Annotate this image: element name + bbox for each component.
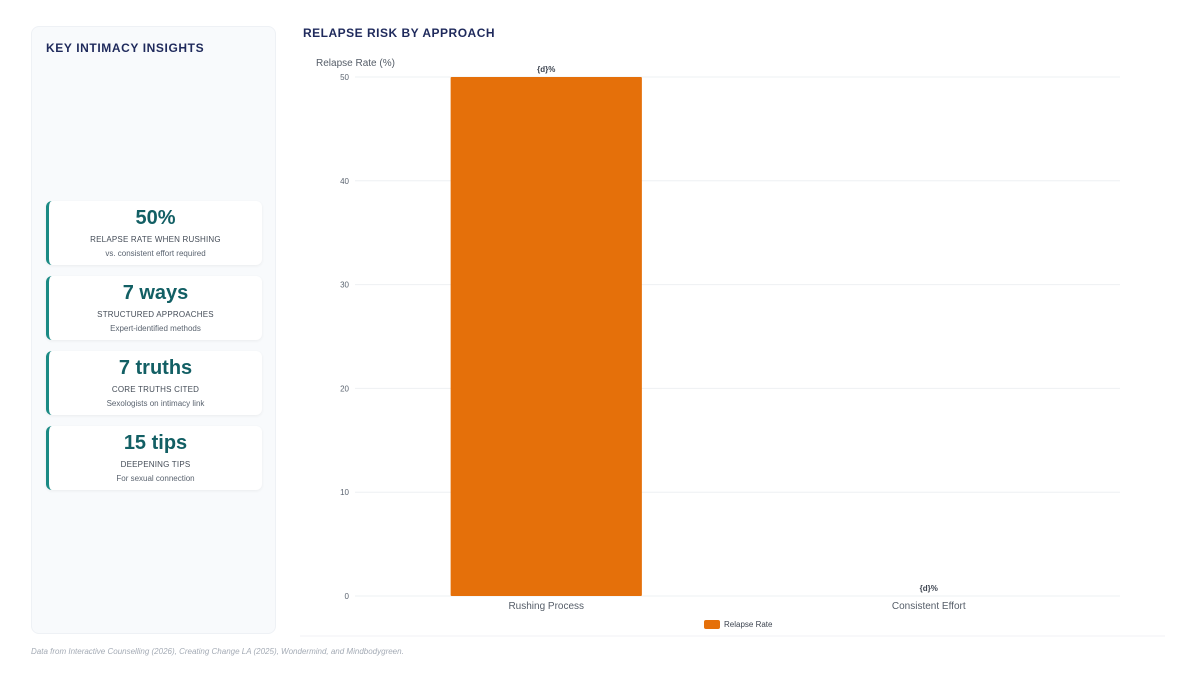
sidebar-title: KEY INTIMACY INSIGHTS [46,41,205,55]
insights-sidebar: KEY INTIMACY INSIGHTS 50% RELAPSE RATE W… [31,26,276,634]
y-tick-label: 0 [345,592,350,601]
stat-card-relapse: 50% RELAPSE RATE WHEN RUSHING vs. consis… [46,201,262,265]
bar-data-label: {d}% [920,584,938,593]
stat-label: RELAPSE RATE WHEN RUSHING [90,235,221,244]
stat-value: 7 ways [122,282,189,304]
stat-sub: Sexologists on intimacy link [106,399,205,408]
stat-value: 7 truths [118,357,193,379]
x-tick-label: Consistent Effort [892,601,966,612]
y-axis-label: Relapse Rate (%) [316,58,395,69]
legend-label: Relapse Rate [724,620,773,629]
y-tick-label: 20 [340,384,349,393]
stat-sub: Expert-identified methods [110,324,201,333]
stat-card-approaches: 7 ways STRUCTURED APPROACHES Expert-iden… [46,276,262,340]
stat-card-tips: 15 tips DEEPENING TIPS For sexual connec… [46,426,262,490]
stat-value: 50% [135,207,176,229]
stat-label: DEEPENING TIPS [120,460,191,469]
stat-value: 15 tips [123,432,188,454]
bar [450,77,642,596]
bar-data-label: {d}% [537,65,555,74]
stat-sub: vs. consistent effort required [105,249,206,258]
stat-sub: For sexual connection [116,474,195,483]
chart-title: RELAPSE RISK BY APPROACH [303,26,496,40]
footer-source-note: Data from Interactive Counselling (2026)… [31,647,404,656]
legend-swatch [704,620,720,629]
stat-label: STRUCTURED APPROACHES [97,310,214,319]
x-tick-label: Rushing Process [508,601,584,612]
y-tick-label: 40 [340,177,349,186]
y-tick-label: 50 [340,73,349,82]
y-tick-label: 30 [340,281,349,290]
y-tick-label: 10 [340,488,349,497]
stat-card-truths: 7 truths CORE TRUTHS CITED Sexologists o… [46,351,262,415]
stat-label: CORE TRUTHS CITED [111,385,200,394]
